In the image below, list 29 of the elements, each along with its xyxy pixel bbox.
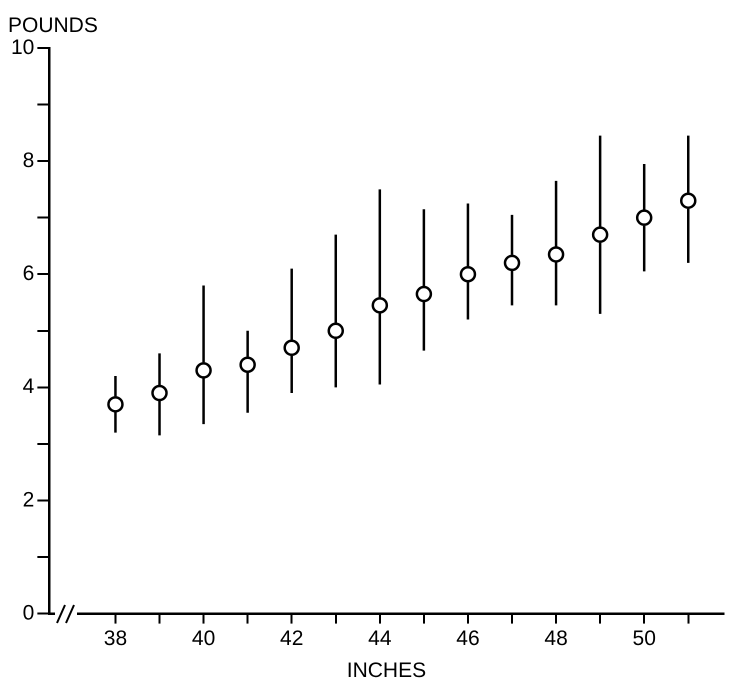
y-tick-label: 0 — [22, 601, 34, 624]
x-tick-label: 46 — [456, 626, 480, 650]
point — [636, 209, 652, 226]
x-tick-label: 42 — [280, 626, 304, 650]
y-tick-label: 6 — [22, 262, 34, 286]
point — [151, 384, 168, 402]
point — [239, 356, 256, 373]
point — [460, 266, 476, 282]
y-tick-label: 2 — [22, 488, 34, 512]
point — [680, 192, 696, 209]
x-tick-label: 48 — [544, 626, 568, 650]
x-axis-title: INCHES — [346, 659, 426, 682]
point — [372, 297, 388, 314]
point — [283, 340, 300, 356]
point — [548, 246, 564, 263]
point — [195, 362, 212, 379]
point — [592, 226, 608, 243]
point — [328, 322, 344, 340]
point — [107, 396, 124, 413]
x-tick-label: 38 — [104, 626, 128, 650]
y-tick-label: 4 — [22, 375, 35, 398]
y-tick-label: 10 — [11, 36, 34, 59]
x-tick-label: 50 — [632, 626, 656, 650]
point — [416, 286, 432, 302]
y-tick-label: 8 — [22, 148, 34, 172]
y-axis-title: POUNDS — [8, 14, 98, 38]
point — [504, 254, 520, 272]
x-tick-label: 40 — [192, 626, 216, 650]
x-tick-label: 44 — [368, 626, 392, 650]
